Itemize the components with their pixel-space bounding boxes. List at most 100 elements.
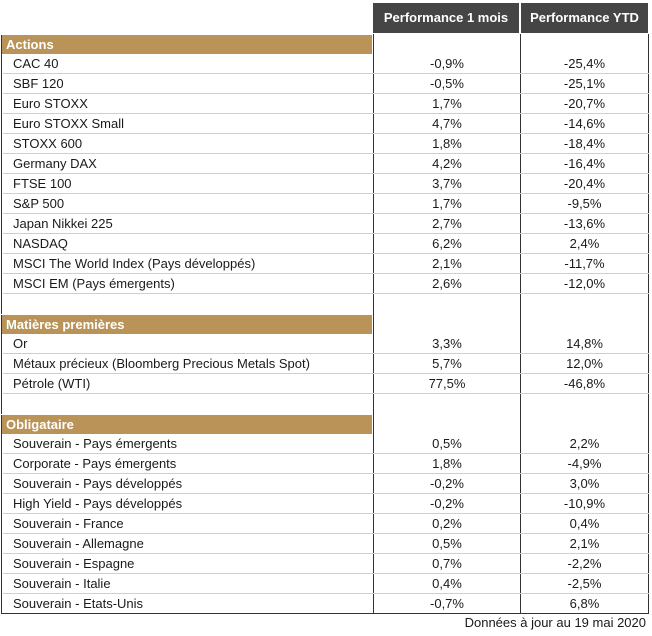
table-row: Métaux précieux (Bloomberg Precious Meta… (0, 354, 652, 374)
performance-ytd-value: -10,9% (520, 494, 649, 514)
table-row: CAC 40 -0,9% -25,4% (0, 54, 652, 74)
performance-ytd-value: -9,5% (520, 194, 649, 214)
performance-month-value: -0,2% (373, 474, 520, 494)
table-row: Euro STOXX 1,7% -20,7% (0, 94, 652, 114)
performance-ytd-value: -18,4% (520, 134, 649, 154)
index-name: S&P 500 (0, 194, 64, 214)
section-header: Actions (0, 34, 652, 54)
performance-ytd-value: 2,4% (520, 234, 649, 254)
performance-ytd-value: 3,0% (520, 474, 649, 494)
table-row: Souverain - Pays émergents 0,5% 2,2% (0, 434, 652, 454)
performance-ytd-value: -25,4% (520, 54, 649, 74)
table-row: MSCI The World Index (Pays développés) 2,… (0, 254, 652, 274)
table-row: Germany DAX 4,2% -16,4% (0, 154, 652, 174)
index-name: Pétrole (WTI) (0, 374, 90, 394)
table-row: S&P 500 1,7% -9,5% (0, 194, 652, 214)
performance-month-value: -0,5% (373, 74, 520, 94)
table-row: SBF 120 -0,5% -25,1% (0, 74, 652, 94)
performance-month-value: 77,5% (373, 374, 520, 394)
table-row: Souverain - Pays développés -0,2% 3,0% (0, 474, 652, 494)
table-bottom-border (1, 613, 649, 614)
table-row: Souverain - Espagne 0,7% -2,2% (0, 554, 652, 574)
section-header: Obligataire (0, 414, 652, 434)
index-name: STOXX 600 (0, 134, 82, 154)
table-row: STOXX 600 1,8% -18,4% (0, 134, 652, 154)
performance-ytd-value: -2,2% (520, 554, 649, 574)
performance-month-value: -0,2% (373, 494, 520, 514)
section-title: Obligataire (1, 415, 372, 434)
index-name: Souverain - Italie (1, 574, 111, 594)
performance-ytd-value: -2,5% (520, 574, 649, 594)
section-title: Matières premières (1, 315, 372, 334)
section-spacer (0, 294, 652, 314)
performance-month-value: 2,6% (373, 274, 520, 294)
table-row: Souverain - Italie 0,4% -2,5% (0, 574, 652, 594)
performance-ytd-value: -14,6% (520, 114, 649, 134)
performance-month-value: 1,8% (373, 134, 520, 154)
table-row: Pétrole (WTI) 77,5% -46,8% (0, 374, 652, 394)
table-header: Performance 1 mois Performance YTD (0, 0, 652, 34)
index-name: Souverain - France (1, 514, 124, 534)
index-name: CAC 40 (1, 54, 59, 74)
index-name: Germany DAX (1, 154, 97, 174)
performance-ytd-value: -11,7% (520, 254, 649, 274)
column-header-ytd: Performance YTD (521, 3, 648, 33)
table-row: Souverain - Etats-Unis -0,7% 6,8% (0, 594, 652, 614)
index-name: SBF 120 (1, 74, 64, 94)
performance-month-value: 3,3% (373, 334, 520, 354)
performance-ytd-value: -13,6% (520, 214, 649, 234)
table-row: Souverain - Allemagne 0,5% 2,1% (0, 534, 652, 554)
performance-ytd-value: 12,0% (520, 354, 649, 374)
index-name: Japan Nikkei 225 (1, 214, 113, 234)
performance-ytd-value: 0,4% (520, 514, 649, 534)
performance-month-value: 4,2% (373, 154, 520, 174)
index-name: Corporate - Pays émergents (0, 454, 176, 474)
table-row: FTSE 100 3,7% -20,4% (0, 174, 652, 194)
performance-month-value: 0,2% (373, 514, 520, 534)
performance-ytd-value: -20,4% (520, 174, 649, 194)
performance-ytd-value: -16,4% (520, 154, 649, 174)
performance-ytd-value: -46,8% (520, 374, 649, 394)
performance-month-value: 0,7% (373, 554, 520, 574)
index-name: Euro STOXX (1, 94, 88, 114)
table-row: MSCI EM (Pays émergents) 2,6% -12,0% (0, 274, 652, 294)
performance-ytd-value: 2,2% (520, 434, 649, 454)
section-header: Matières premières (0, 314, 652, 334)
index-name: Or (0, 334, 27, 354)
performance-month-value: 2,1% (373, 254, 520, 274)
performance-month-value: -0,9% (373, 54, 520, 74)
performance-ytd-value: 2,1% (520, 534, 649, 554)
index-name: Souverain - Pays émergents (0, 434, 177, 454)
performance-ytd-value: -20,7% (520, 94, 649, 114)
table-row: Euro STOXX Small 4,7% -14,6% (0, 114, 652, 134)
index-name: NASDAQ (1, 234, 68, 254)
performance-ytd-value: -4,9% (520, 454, 649, 474)
index-name: Métaux précieux (Bloomberg Precious Meta… (1, 354, 310, 374)
column-header-month: Performance 1 mois (373, 3, 519, 33)
index-name: Souverain - Etats-Unis (0, 594, 143, 614)
table-row: NASDAQ 6,2% 2,4% (0, 234, 652, 254)
table-row: Corporate - Pays émergents 1,8% -4,9% (0, 454, 652, 474)
index-name: MSCI The World Index (Pays développés) (0, 254, 255, 274)
data-date-note: Données à jour au 19 mai 2020 (464, 615, 646, 630)
performance-month-value: 1,8% (373, 454, 520, 474)
performance-table: Performance 1 mois Performance YTD Actio… (0, 0, 652, 614)
index-name: MSCI EM (Pays émergents) (1, 274, 175, 294)
performance-month-value: 4,7% (373, 114, 520, 134)
section-spacer (0, 394, 652, 414)
table-body: Actions CAC 40 -0,9% -25,4% SBF 120 -0,5% -25,… (0, 34, 652, 614)
table-row: Japan Nikkei 225 2,7% -13,6% (0, 214, 652, 234)
performance-ytd-value: -25,1% (520, 74, 649, 94)
performance-month-value: 0,5% (373, 434, 520, 454)
index-name: High Yield - Pays développés (0, 494, 182, 514)
performance-month-value: 1,7% (373, 194, 520, 214)
index-name: Souverain - Espagne (0, 554, 134, 574)
index-name: Euro STOXX Small (0, 114, 124, 134)
performance-month-value: 0,5% (373, 534, 520, 554)
performance-month-value: 2,7% (373, 214, 520, 234)
performance-month-value: 1,7% (373, 94, 520, 114)
table-row: High Yield - Pays développés -0,2% -10,9% (0, 494, 652, 514)
performance-month-value: -0,7% (373, 594, 520, 614)
index-name: Souverain - Allemagne (1, 534, 144, 554)
performance-month-value: 0,4% (373, 574, 520, 594)
